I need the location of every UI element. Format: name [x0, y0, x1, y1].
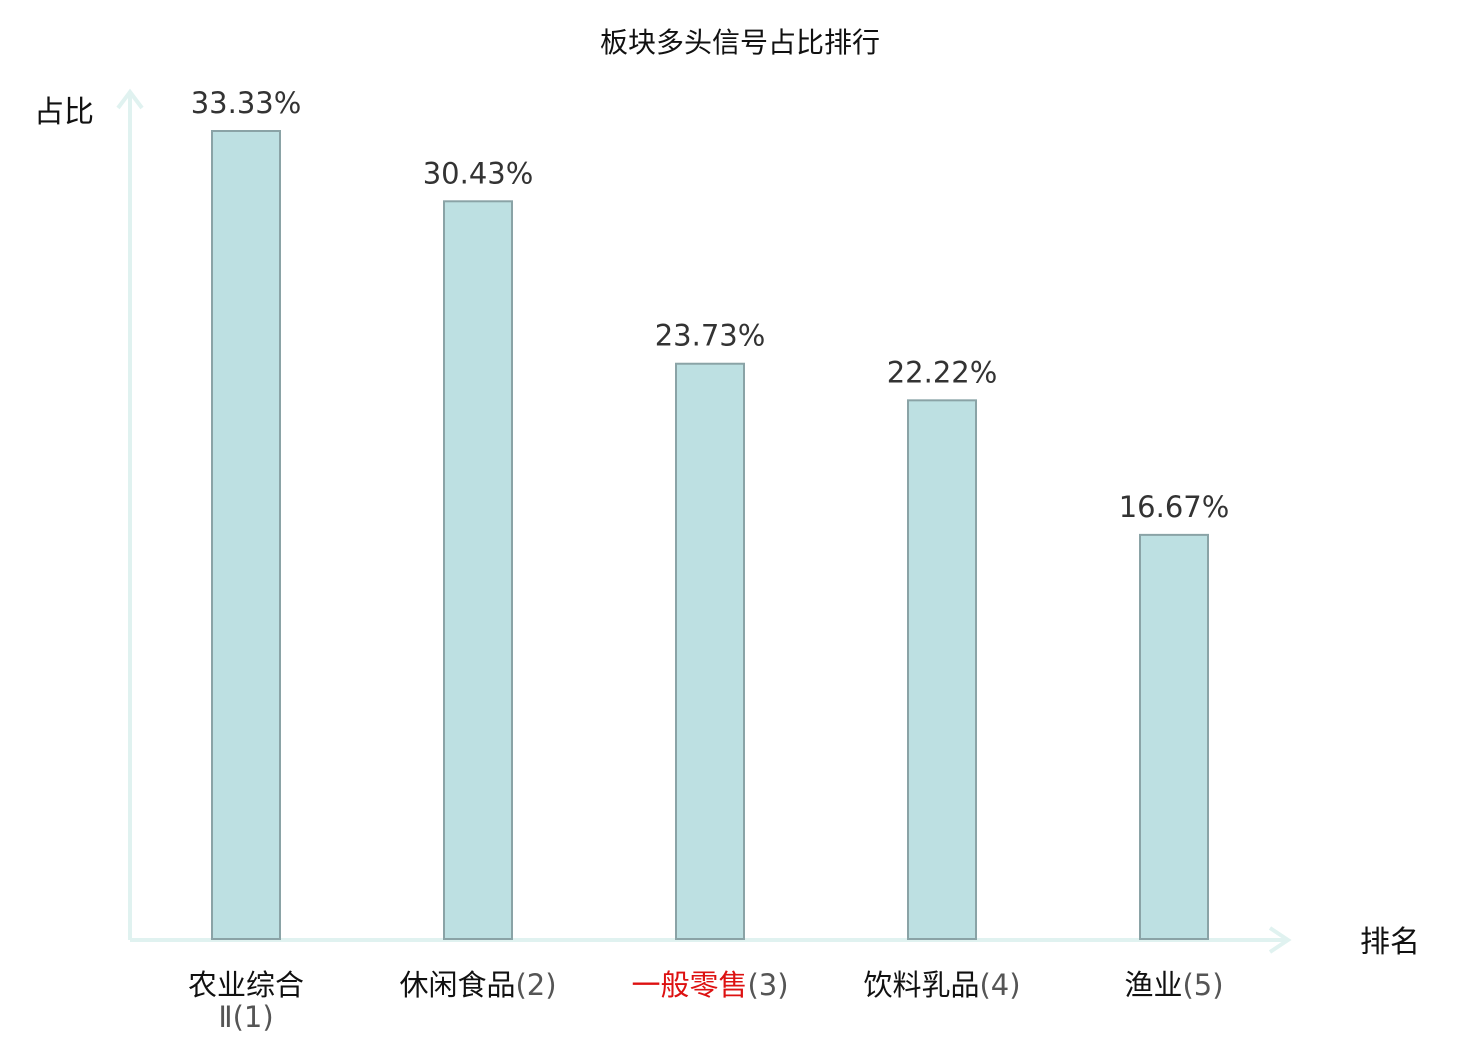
bar-4: [907, 399, 977, 941]
category-suffix-1: Ⅱ: [218, 1000, 232, 1034]
category-label-2: 休闲食品(2): [399, 968, 556, 1002]
x-axis-label: 排名: [1360, 925, 1420, 960]
x-axis-arrow: [1268, 926, 1292, 954]
category-label-3: 一般零售(3): [631, 968, 788, 1002]
value-labels-group: 33.33% 30.43% 23.73% 22.22% 16.67%: [191, 86, 1230, 524]
category-rank-3: (3): [747, 968, 788, 1002]
category-rank-4: (4): [979, 968, 1020, 1002]
category-rank-1: (1): [233, 1000, 274, 1034]
chart-title: 板块多头信号占比排行: [600, 26, 880, 59]
value-label-4: 22.22%: [887, 355, 998, 389]
category-name-1: 农业综合: [188, 968, 304, 1002]
bar-2: [443, 200, 513, 940]
category-rank-5: (5): [1182, 968, 1223, 1002]
category-label-1-line2: Ⅱ(1): [218, 1000, 273, 1034]
category-label-4: 饮料乳品(4): [863, 968, 1020, 1002]
category-label-5: 渔业(5): [1124, 968, 1223, 1002]
value-label-5: 16.67%: [1119, 490, 1230, 524]
value-label-1: 33.33%: [191, 86, 302, 120]
category-name-5: 渔业: [1124, 968, 1182, 1002]
y-axis-label: 占比: [34, 95, 94, 130]
category-name-3: 一般零售: [631, 968, 747, 1002]
bar-5: [1139, 533, 1209, 940]
bars-group: [211, 130, 1209, 941]
y-axis: [116, 88, 144, 940]
category-name-4: 饮料乳品: [863, 968, 979, 1002]
value-label-3: 23.73%: [655, 319, 766, 353]
category-label-1: 农业综合: [188, 968, 304, 1002]
bar-3: [675, 362, 745, 940]
bar-1: [211, 130, 281, 940]
value-label-2: 30.43%: [423, 156, 534, 190]
y-axis-arrow: [116, 88, 144, 110]
category-rank-2: (2): [515, 968, 556, 1002]
category-name-2: 休闲食品: [399, 968, 515, 1002]
